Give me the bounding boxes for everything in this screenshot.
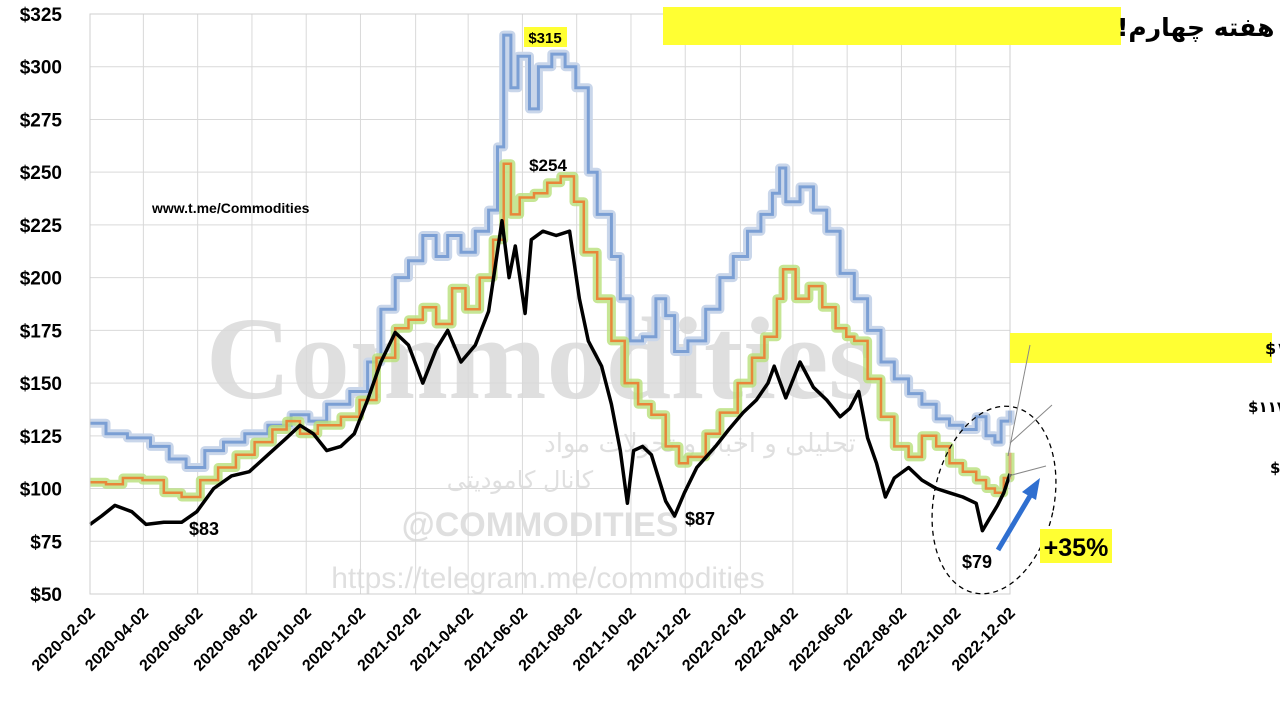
recovery-arrow-head xyxy=(1022,478,1040,500)
peak-315-label: $315 xyxy=(528,30,561,47)
legend-pellet-label: گندله کوره بلند ٦٥٪ عیار , ۱۳۷$ xyxy=(1265,339,1280,358)
legend-concentrate-leader xyxy=(1009,404,1053,444)
legend-pellet-leader xyxy=(1007,344,1031,457)
y-tick-label: $325 xyxy=(20,5,63,26)
recovery-arrow-shaft xyxy=(995,494,1033,552)
peak-254-label: $254 xyxy=(529,156,567,175)
x-axis: 2020-02-022020-04-022020-06-022020-08-02… xyxy=(29,605,1019,675)
y-tick-label: $50 xyxy=(30,585,62,606)
legend-concentrate-label: کنسانتره ٦٦٪ آهن , ۱۱۷$ xyxy=(1248,398,1280,416)
plot-frame xyxy=(89,13,1011,595)
series-fines-line xyxy=(88,218,1012,533)
source-label: www.t.me/Commodities xyxy=(151,200,310,216)
low-83-label: $83 xyxy=(189,519,219,539)
legend: گندله کوره بلند ٦٥٪ عیار , ۱۳۷$ کنسانتره… xyxy=(1007,333,1280,477)
watermark-line5: https://telegram.me/commodities xyxy=(331,562,765,595)
series-lines xyxy=(88,30,1015,533)
legend-fines-label: سنگ آهن ٦٢٪ عیار , ۱۰۷$ xyxy=(1270,459,1280,477)
gain-badge-background xyxy=(1040,529,1112,563)
y-tick-label: $75 xyxy=(30,532,62,553)
y-tick-label: $275 xyxy=(20,110,63,131)
chart-title: رشد قیمت سنگ آهن جهانی برای هفته چهارم! xyxy=(1117,12,1280,43)
y-axis: $50 $75 $100 $125 $150 $175 $200 $225 $250 $275 $3… xyxy=(20,5,63,606)
low-87-label: $87 xyxy=(685,509,715,529)
low-79-label: $79 xyxy=(962,552,992,572)
y-tick-label: $225 xyxy=(20,216,63,237)
legend-pellet-background xyxy=(1010,333,1272,363)
gain-badge: +35% xyxy=(1044,534,1109,562)
y-tick-label: $200 xyxy=(20,269,62,290)
y-tick-label: $300 xyxy=(20,58,62,79)
series-concentrate-line xyxy=(90,162,1012,499)
y-tick-label: $175 xyxy=(20,321,63,342)
title-background xyxy=(663,7,1121,45)
peak-315-highlight xyxy=(524,27,567,47)
recent-highlight-ellipse xyxy=(931,405,1057,595)
y-tick-label: $250 xyxy=(20,163,62,184)
watermark-line4: @COMMODITIES xyxy=(402,506,679,544)
y-tick-label: $100 xyxy=(20,480,62,501)
y-tick-label: $125 xyxy=(20,427,63,448)
legend-fines-leader xyxy=(1011,465,1047,476)
watermark-line3: کانال کامودیتی xyxy=(447,466,594,494)
y-tick-label: $150 xyxy=(20,374,62,395)
